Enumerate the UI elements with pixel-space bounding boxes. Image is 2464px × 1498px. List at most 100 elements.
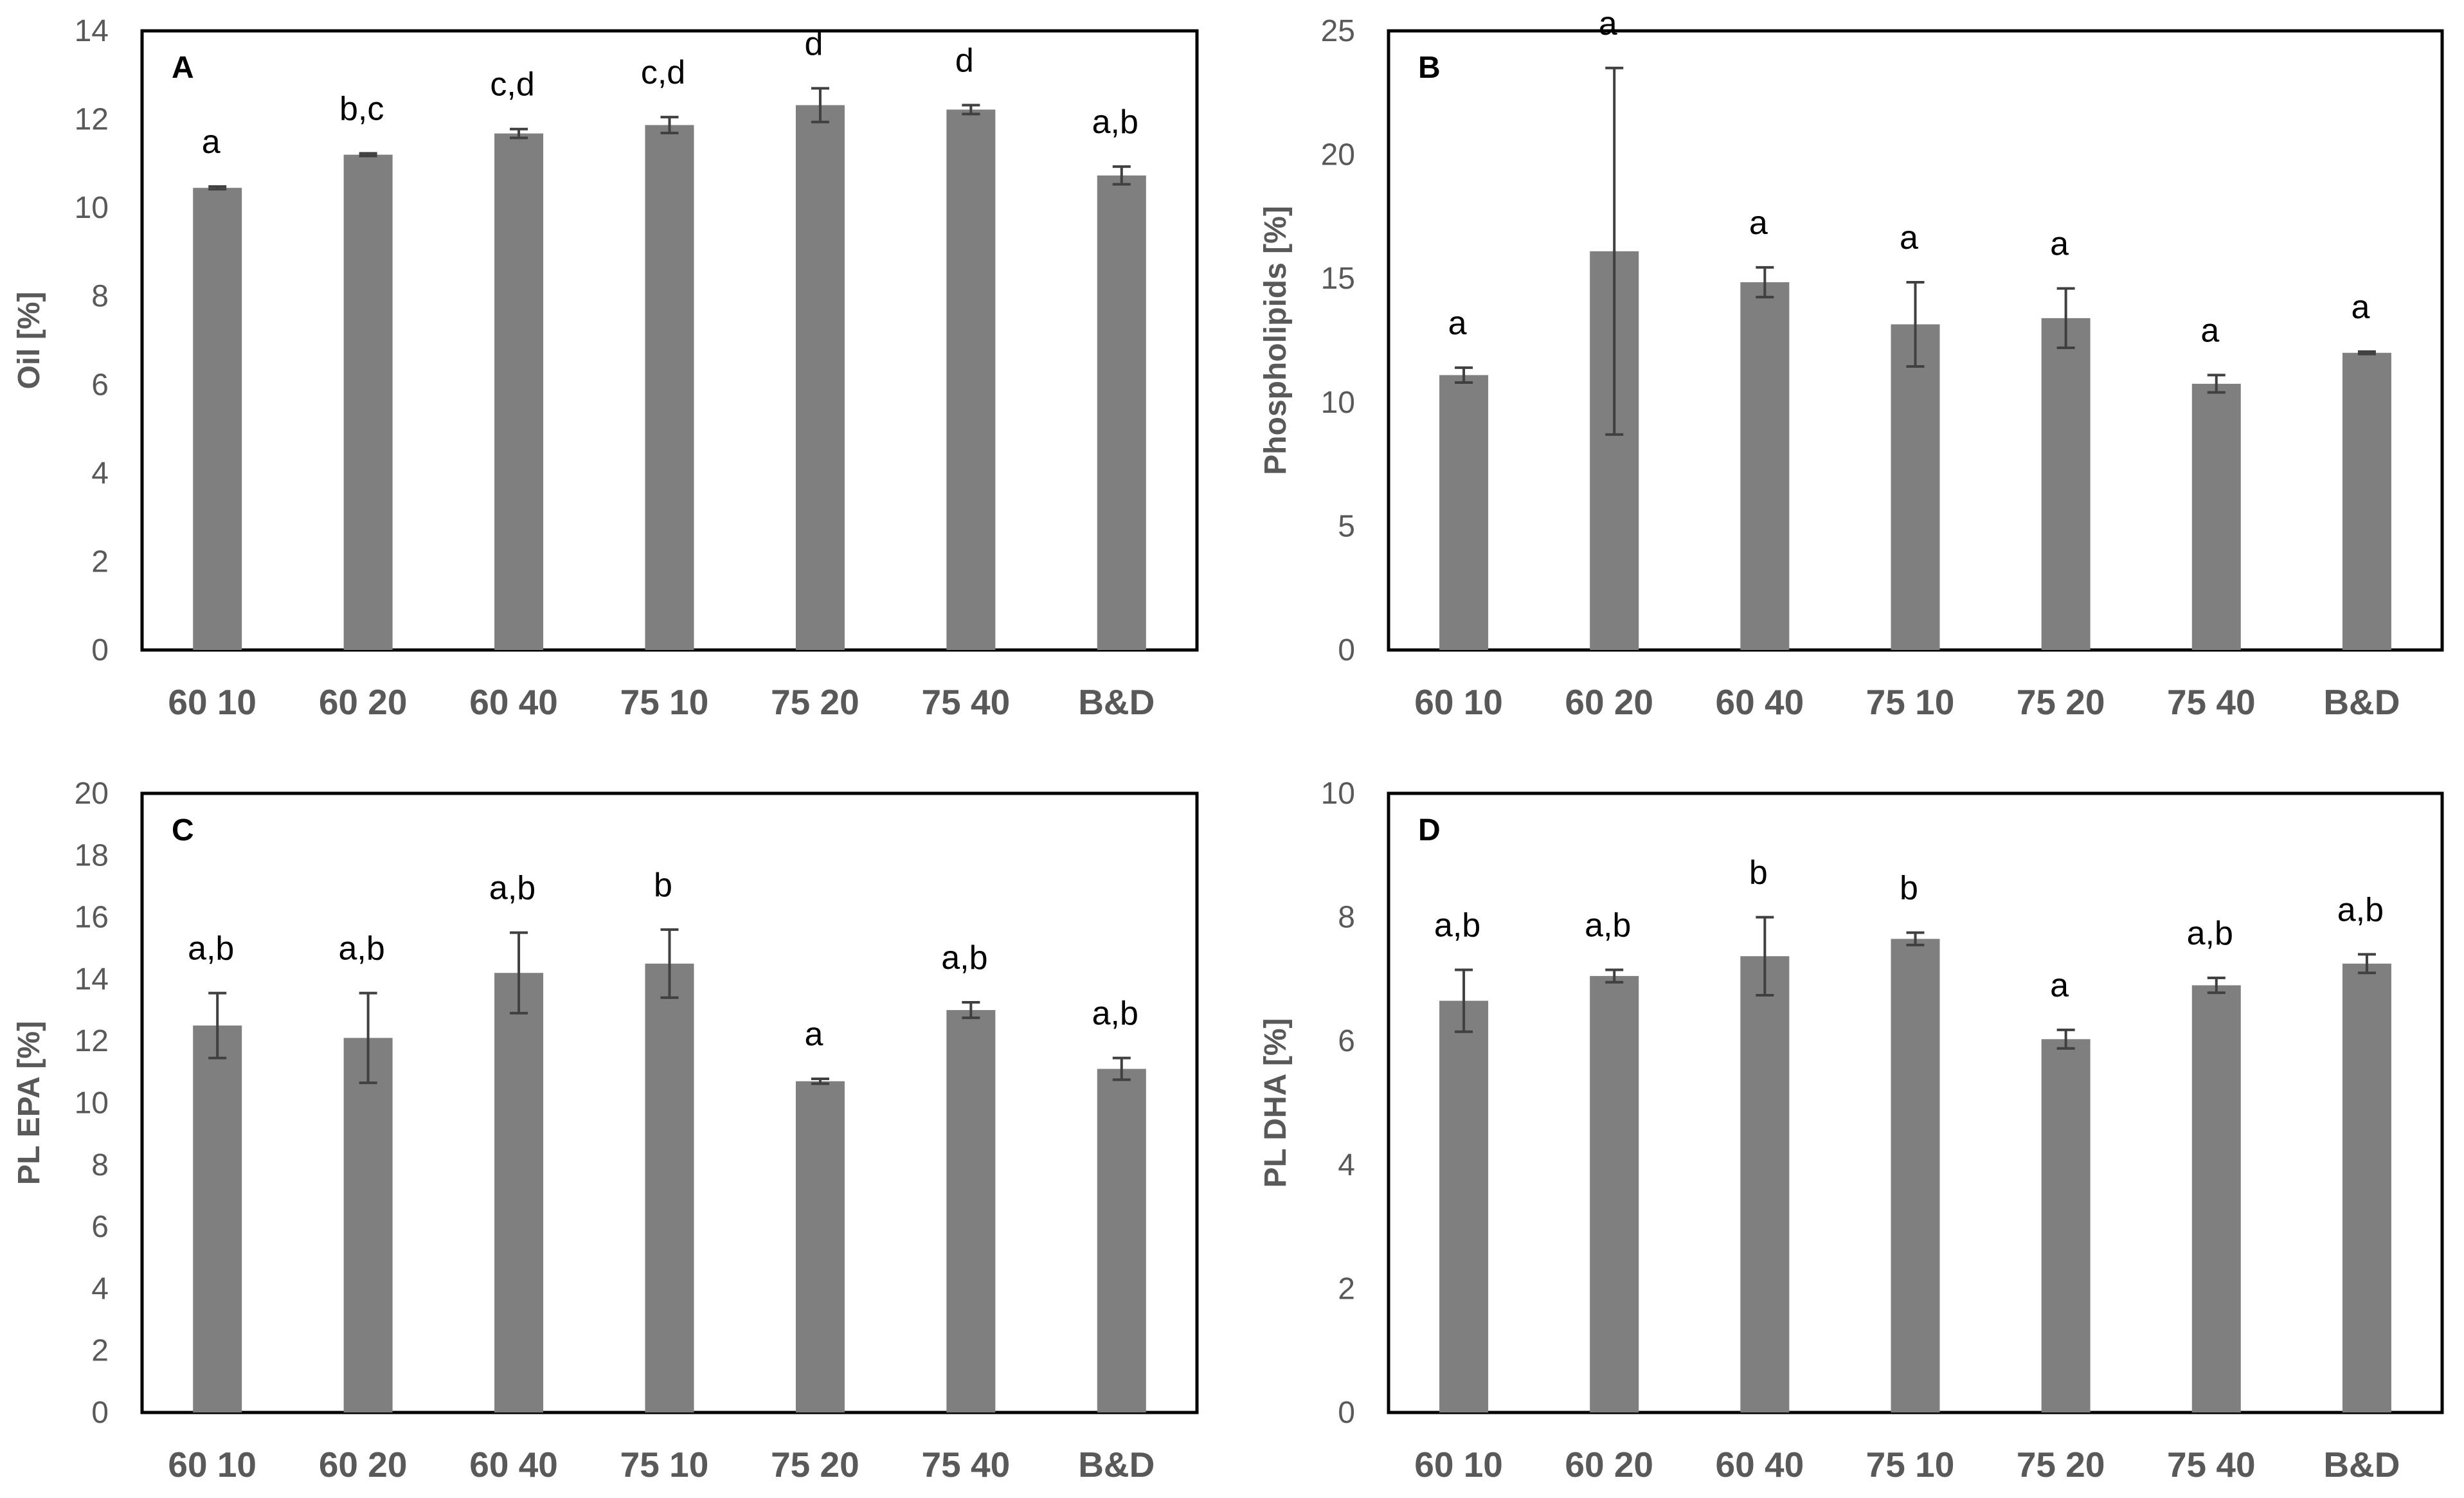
panel-b-significance-label: a <box>1900 219 1918 257</box>
panel-d-ytick-label: 4 <box>1338 1148 1355 1182</box>
panel-c-ytick-label: 14 <box>75 962 109 997</box>
panel-a-significance-label: b,c <box>339 91 384 128</box>
panel-b-letter: B <box>1418 51 1441 85</box>
panel-c-significance-label: b <box>654 867 672 904</box>
panel-c-bar <box>1097 1069 1146 1412</box>
panel-c-xtick-label: 75 20 <box>771 1445 859 1484</box>
panel-b-bar <box>2342 352 2391 650</box>
panel-c-letter: C <box>172 813 194 847</box>
panel-d-xtick-label: B&D <box>2323 1445 2400 1484</box>
panel-d-bar <box>1590 976 1639 1412</box>
panel-b: 0 5 10 15 20 25 Phospholipids [%] Ba 60 10 a 60 20… <box>1259 5 2444 722</box>
panel-b-ytick-label: 20 <box>1321 138 1355 172</box>
panel-c-bar <box>645 963 694 1412</box>
panel-c-significance-label: a <box>804 1016 823 1053</box>
panel-c-significance-label: a,b <box>338 930 384 968</box>
panel-d-ytick-label: 8 <box>1338 901 1355 935</box>
panel-c-ytick-label: 2 <box>91 1334 109 1368</box>
panel-a-significance-label: d <box>804 25 823 62</box>
panel-c-ytick-label: 0 <box>91 1396 109 1430</box>
panel-d-bar <box>1439 1000 1489 1412</box>
panel-d-xtick-label: 60 10 <box>1414 1445 1503 1484</box>
panel-b-xtick-label: 60 40 <box>1716 682 1804 722</box>
panel-a-significance-label: a <box>202 123 220 161</box>
panel-b-xtick-label: 75 20 <box>2017 682 2105 722</box>
panel-c-bar <box>795 1081 845 1412</box>
panel-b-significance-label: a <box>1599 5 1617 42</box>
panel-a-ytick-label: 4 <box>91 456 109 491</box>
panel-c-ytick-label: 4 <box>91 1272 109 1306</box>
panel-b-bar <box>1439 375 1489 650</box>
panel-d-xtick-label: 75 20 <box>2017 1445 2105 1484</box>
panel-b-xtick-label: 60 10 <box>1414 682 1503 722</box>
panel-a-ytick-label: 10 <box>75 191 109 225</box>
panel-a-y-axis-label: Oil [%] <box>12 292 46 390</box>
panel-d-y-axis-label: PL DHA [%] <box>1259 1018 1293 1188</box>
panel-b-ytick-label: 25 <box>1321 14 1355 48</box>
panel-c-ytick-label: 20 <box>75 777 109 811</box>
panel-b-bar <box>2041 318 2091 650</box>
panel-d-significance-label: b <box>1749 854 1768 892</box>
panel-a-bar <box>193 188 242 650</box>
panel-b-significance-label: a <box>2200 312 2219 349</box>
panel-a-bar <box>946 109 996 650</box>
panel-c-significance-label: a,b <box>489 870 535 907</box>
panel-a-bar <box>645 125 694 651</box>
panel-b-ytick-label: 0 <box>1338 633 1355 667</box>
panel-d-bar <box>2342 963 2391 1412</box>
panel-c-bar <box>946 1010 996 1412</box>
panel-a-significance-label: c,d <box>490 66 534 104</box>
panel-d-ytick-label: 10 <box>1321 777 1355 811</box>
panel-a-bar <box>494 133 544 650</box>
panel-d-xtick-label: 75 40 <box>2167 1445 2256 1484</box>
panel-d-bar <box>2041 1039 2091 1412</box>
panel-d-significance-label: a,b <box>1434 907 1480 944</box>
panel-a-xtick-label: 60 40 <box>469 682 558 722</box>
panel-a-ytick-label: 2 <box>91 545 109 579</box>
panel-a-xtick-label: 60 20 <box>319 682 408 722</box>
panel-b-bar <box>1740 282 1790 650</box>
panel-b-bar <box>1891 324 1940 650</box>
panel-c-xtick-label: 60 20 <box>319 1445 408 1484</box>
panel-b-xtick-label: 75 10 <box>1866 682 1955 722</box>
panel-c-ytick-label: 12 <box>75 1024 109 1058</box>
panel-a-letter: A <box>172 51 194 85</box>
panel-b-significance-label: a <box>2351 289 2370 326</box>
panel-a-xtick-label: 75 10 <box>620 682 709 722</box>
panel-d-xtick-label: 60 20 <box>1565 1445 1653 1484</box>
panel-c-bar <box>494 973 544 1412</box>
panel-a-xtick-label: B&D <box>1078 682 1155 722</box>
panel-c-xtick-label: 75 10 <box>620 1445 709 1484</box>
panel-a: 0 2 4 6 8 10 12 14 Oil [%] Aa 60 10 b,c 60 20 c,d 60 4… <box>12 14 1199 722</box>
panel-a-bar <box>795 105 845 650</box>
panel-d-xtick-label: 60 40 <box>1716 1445 1804 1484</box>
panel-b-ytick-label: 10 <box>1321 386 1355 420</box>
panel-a-xtick-label: 75 40 <box>922 682 1011 722</box>
panel-c-significance-label: a,b <box>1092 995 1138 1033</box>
panel-c-significance-label: a,b <box>941 939 987 977</box>
panel-a-bar <box>1097 175 1146 650</box>
panel-d-significance-label: a,b <box>1585 907 1631 944</box>
panel-b-ytick-label: 5 <box>1338 509 1355 543</box>
panel-c-xtick-label: 75 40 <box>922 1445 1011 1484</box>
panel-d-significance-label: a,b <box>2337 891 2384 928</box>
panel-c-ytick-label: 18 <box>75 838 109 872</box>
panel-c-ytick-label: 10 <box>75 1087 109 1121</box>
panel-d-significance-label: a <box>2050 967 2069 1004</box>
panel-a-bar <box>343 154 393 651</box>
panel-a-significance-label: a,b <box>1092 104 1138 141</box>
panel-c-y-axis-label: PL EPA [%] <box>12 1021 46 1185</box>
panel-d-ytick-label: 6 <box>1338 1024 1355 1058</box>
panel-c-ytick-label: 6 <box>91 1210 109 1244</box>
panel-b-significance-label: a <box>2050 226 2069 263</box>
panel-d-letter: D <box>1418 813 1441 847</box>
panel-a-ytick-label: 12 <box>75 103 109 137</box>
panel-b-y-axis-label: Phospholipids [%] <box>1259 206 1293 475</box>
panel-a-ytick-label: 0 <box>91 633 109 667</box>
panel-a-xtick-label: 60 10 <box>168 682 256 722</box>
panel-a-significance-label: c,d <box>641 54 685 91</box>
panel-d-ytick-label: 0 <box>1338 1396 1355 1430</box>
panel-a-ytick-label: 6 <box>91 368 109 402</box>
panel-c-significance-label: a,b <box>188 930 234 968</box>
